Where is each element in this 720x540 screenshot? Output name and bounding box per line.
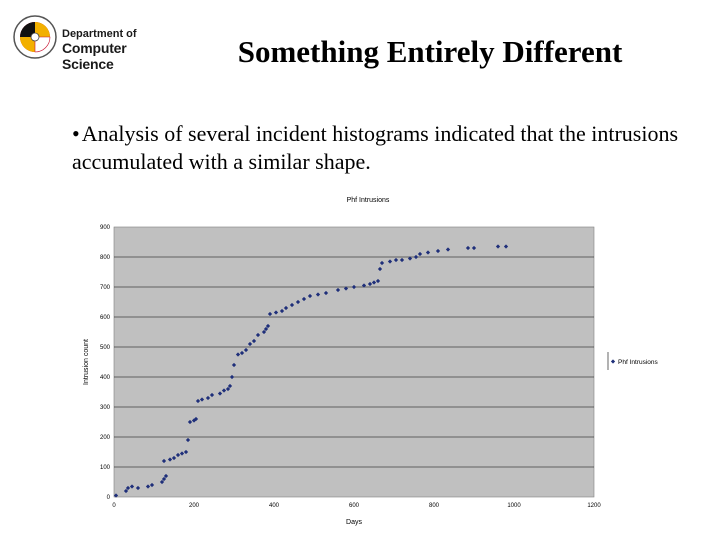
y-tick-label: 800 [100, 255, 111, 261]
x-tick-label: 1000 [507, 503, 521, 509]
data-point [199, 397, 205, 402]
bullet-point: •Analysis of several incident histograms… [72, 120, 692, 176]
data-point [195, 398, 201, 404]
y-tick-label: 200 [100, 435, 111, 441]
plot-area [113, 226, 595, 498]
y-tick-label: 400 [100, 375, 111, 381]
data-point [235, 352, 241, 357]
x-tick-label: 600 [349, 503, 360, 509]
dept-line-1: Department of [62, 28, 137, 40]
y-tick-label: 0 [107, 495, 111, 501]
data-point [225, 386, 231, 392]
data-point [183, 449, 189, 455]
data-point [425, 250, 431, 255]
data-point [161, 458, 167, 464]
data-point [205, 395, 211, 401]
y-tick-label: 300 [100, 405, 111, 411]
data-point [209, 392, 215, 398]
data-point [179, 451, 185, 456]
data-point [445, 247, 451, 252]
x-tick-label: 400 [269, 503, 280, 509]
data-point [231, 362, 237, 368]
data-point [221, 388, 227, 393]
data-point [243, 347, 249, 353]
legend-marker [610, 359, 616, 364]
data-point [161, 476, 167, 482]
bullet-text: Analysis of several incident histograms … [72, 121, 679, 174]
data-point [185, 437, 191, 443]
chart-title: Phf Intrusions [347, 197, 390, 204]
data-point [495, 244, 501, 249]
slide-title: Something Entirely Different [237, 34, 623, 69]
chart-legend: Phf Intrusions [607, 352, 658, 370]
data-point [149, 482, 155, 488]
data-point [217, 391, 223, 396]
data-point [471, 245, 477, 251]
y-axis-label: Intrusion count [83, 339, 90, 385]
y-tick-label: 700 [100, 285, 111, 291]
data-point [171, 455, 177, 461]
data-point [187, 419, 193, 425]
x-tick-label: 0 [112, 503, 116, 509]
phf-intrusions-chart: Phf Intrusions 0 100 200 300 400 500 600 700 800… [83, 197, 658, 526]
data-point [247, 341, 253, 347]
y-tick-label: 600 [100, 315, 111, 321]
data-point [229, 374, 235, 380]
data-point [145, 484, 151, 489]
department-logo: Department of Computer Science [12, 14, 172, 72]
x-tick-label: 1200 [587, 503, 601, 509]
x-tick-label: 200 [189, 503, 200, 509]
data-point [163, 473, 169, 479]
y-tick-label: 100 [100, 465, 111, 471]
data-point [239, 350, 245, 356]
university-seal-icon [13, 15, 57, 59]
data-point [167, 457, 173, 462]
y-tick-label: 900 [100, 225, 111, 231]
dept-line-2: Computer Science [62, 40, 127, 72]
data-point [503, 244, 509, 249]
data-point [227, 383, 233, 389]
data-point [251, 338, 257, 344]
legend-entry: Phf Intrusions [618, 359, 658, 366]
x-tick-label: 800 [429, 503, 440, 509]
data-point [159, 479, 165, 485]
data-point [465, 245, 471, 251]
data-point [435, 248, 441, 254]
data-point [129, 484, 135, 489]
data-point [135, 485, 141, 491]
data-point [417, 251, 423, 257]
data-point [193, 416, 199, 422]
bullet-marker: • [72, 121, 80, 146]
x-axis-label: Days [346, 519, 362, 526]
data-point [175, 452, 181, 458]
y-tick-label: 500 [100, 345, 111, 351]
department-name: Department of Computer Science [62, 28, 172, 72]
